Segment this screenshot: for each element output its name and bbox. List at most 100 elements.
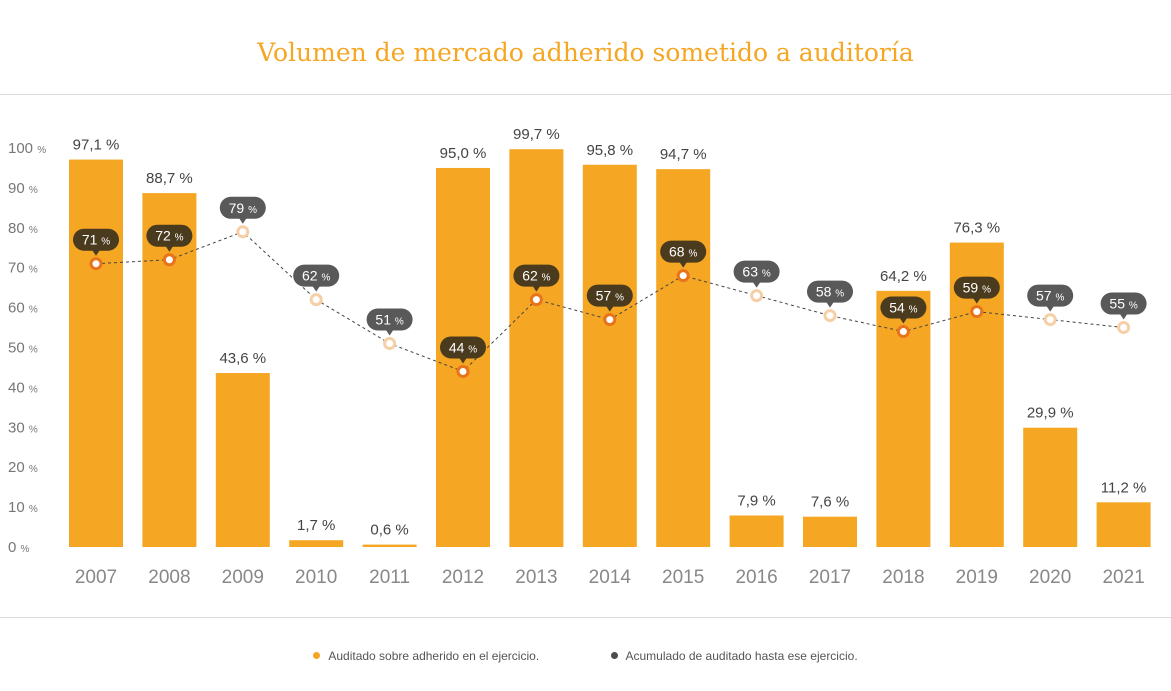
cumulative-callout-pointer <box>1046 305 1055 312</box>
bottom-divider <box>0 617 1171 618</box>
bar-value-label: 43,6 % <box>219 350 266 367</box>
x-tick-label: 2011 <box>369 567 410 588</box>
cumulative-point <box>236 225 250 239</box>
cumulative-callout <box>73 228 119 251</box>
cumulative-callout <box>366 308 413 331</box>
x-tick-label: 2016 <box>735 567 777 588</box>
legend: Auditado sobre adherido en el ejercicio.… <box>0 648 1171 663</box>
cumulative-point <box>896 325 910 339</box>
bar <box>656 169 711 547</box>
cumulative-callout-pointer <box>92 249 100 256</box>
cumulative-callout-pointer <box>532 285 541 292</box>
cumulative-point <box>89 257 103 271</box>
cumulative-callout <box>1027 284 1074 307</box>
x-tick-label: 2017 <box>809 567 851 588</box>
cumulative-callout <box>219 196 266 219</box>
cumulative-callout <box>146 224 193 247</box>
bar-value-label: 95,0 % <box>440 145 487 162</box>
bar <box>289 540 344 547</box>
bar-value-label: 97,1 % <box>73 137 120 154</box>
cumulative-callout <box>293 264 340 287</box>
cumulative-callout <box>440 336 486 359</box>
cumulative-point <box>823 309 837 323</box>
bar <box>142 193 197 547</box>
bar-value-label: 64,2 % <box>880 268 927 285</box>
cumulative-callout <box>953 276 1000 299</box>
cumulative-callout <box>880 296 927 319</box>
cumulative-callout <box>807 280 853 303</box>
cumulative-callout-pointer <box>459 357 467 364</box>
bar-value-label: 94,7 % <box>660 146 707 163</box>
x-tick-label: 2018 <box>882 567 924 588</box>
bar <box>1096 502 1151 547</box>
cumulative-callout <box>586 284 633 307</box>
cumulative-callout-pointer <box>1119 313 1128 320</box>
cumulative-callout-pointer <box>679 261 688 268</box>
x-tick-label: 2010 <box>295 567 337 588</box>
legend-line-marker <box>610 652 618 659</box>
bar-value-label: 88,7 % <box>146 170 193 187</box>
cumulative-point <box>383 337 397 351</box>
cumulative-callout <box>513 264 560 287</box>
bar <box>69 159 123 548</box>
bar <box>215 373 270 547</box>
bar-value-label: 1,7 % <box>297 517 335 534</box>
y-tick-label: 100 % <box>8 140 46 157</box>
bar-value-label: 29,9 % <box>1027 405 1074 422</box>
cumulative-callout-pointer <box>165 245 174 252</box>
cumulative-point <box>676 269 690 283</box>
cumulative-callout-pointer <box>826 301 834 308</box>
x-tick-label: 2009 <box>222 567 264 588</box>
cumulative-callout-pointer <box>972 297 981 304</box>
x-tick-label: 2014 <box>589 567 632 588</box>
bar <box>1023 427 1078 547</box>
cumulative-point <box>1043 313 1057 327</box>
x-tick-label: 2015 <box>662 567 704 588</box>
y-tick-label: 30 % <box>8 419 38 436</box>
legend-bar-marker <box>313 652 321 659</box>
bar-value-label: 11,2 % <box>1101 479 1147 496</box>
cumulative-callout-pointer <box>605 305 614 312</box>
cumulative-callout <box>733 260 780 283</box>
bar-value-label: 7,9 % <box>737 492 775 509</box>
legend-line-label: Acumulado de auditado hasta ese ejercici… <box>625 648 858 663</box>
bar <box>729 515 784 547</box>
chart-title: Volumen de mercado adherido sometido a a… <box>257 38 914 67</box>
legend-item-line: Acumulado de auditado hasta ese ejercici… <box>610 648 858 663</box>
cumulative-point <box>456 364 470 378</box>
x-tick-label: 2021 <box>1102 567 1144 588</box>
x-tick-label: 2012 <box>442 567 484 588</box>
cumulative-point <box>529 293 543 307</box>
cumulative-callout-pointer <box>312 285 321 292</box>
x-tick-label: 2019 <box>956 567 998 588</box>
cumulative-callout-pointer <box>385 329 394 336</box>
y-tick-label: 0 % <box>8 539 30 556</box>
y-tick-label: 70 % <box>8 260 38 277</box>
y-tick-label: 90 % <box>8 180 38 197</box>
x-tick-label: 2007 <box>75 567 117 588</box>
bar-value-label: 0,6 % <box>370 522 408 539</box>
y-tick-label: 40 % <box>8 379 38 396</box>
cumulative-point <box>970 305 984 319</box>
bar-value-label: 95,8 % <box>586 142 633 159</box>
cumulative-point <box>750 289 764 303</box>
cumulative-point <box>603 313 617 327</box>
bar <box>803 516 857 547</box>
y-tick-label: 60 % <box>8 300 38 317</box>
cumulative-callout <box>660 240 707 263</box>
cumulative-point <box>1117 321 1131 335</box>
x-tick-label: 2020 <box>1029 567 1071 588</box>
cumulative-callout-pointer <box>752 281 761 288</box>
cumulative-callout <box>1100 292 1147 315</box>
cumulative-callout-pointer <box>238 217 247 224</box>
bar-value-label: 7,6 % <box>811 494 849 511</box>
x-tick-label: 2008 <box>148 567 190 588</box>
legend-bar-label: Auditado sobre adherido en el ejercicio. <box>328 648 540 663</box>
x-tick-label: 2013 <box>515 567 557 588</box>
bar-value-label: 99,7 % <box>513 126 560 143</box>
cumulative-callout-pointer <box>899 317 908 324</box>
cumulative-point <box>162 253 176 267</box>
legend-item-bar: Auditado sobre adherido en el ejercicio. <box>313 649 539 663</box>
bar <box>362 544 417 547</box>
